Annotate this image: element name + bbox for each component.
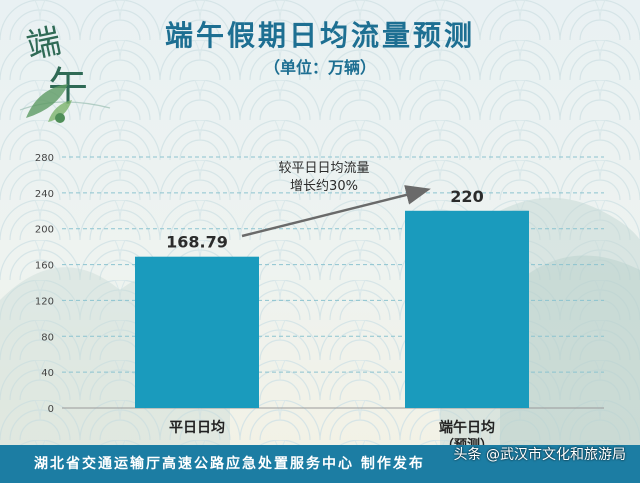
footer-bar: 湖北省交通运输厅高速公路应急处置服务中心 制作发布 头条 @武汉市文化和旅游局 (0, 445, 640, 483)
category-label: 平日日均 (169, 419, 225, 436)
annotation-line-2: 增长约30% (290, 179, 358, 194)
page-subtitle: （单位：万辆） (263, 58, 376, 77)
y-tick-label: 0 (48, 404, 54, 415)
bar-2 (405, 210, 529, 408)
y-tick-label: 240 (35, 189, 54, 200)
y-tick-label: 40 (41, 368, 54, 379)
annotation-line-1: 较平日日均流量 (278, 161, 369, 176)
y-tick-label: 160 (35, 261, 54, 272)
source-watermark: 头条 @武汉市文化和旅游局 (453, 447, 626, 463)
page-title: 端午假期日均流量预测 (164, 19, 475, 52)
bar-value-label: 168.79 (166, 233, 228, 252)
bar-1 (135, 256, 259, 408)
bar-value-label: 220 (450, 187, 483, 206)
footer-org-text: 湖北省交通运输厅高速公路应急处置服务中心 制作发布 (34, 456, 425, 472)
growth-arrow (241, 185, 431, 238)
y-tick-label: 280 (35, 153, 54, 164)
y-axis: 0 40 80 120 160 200 240 280 (35, 153, 54, 415)
zongzi-leaf-icon (26, 84, 72, 123)
category-label: 端午日均 (439, 419, 495, 436)
growth-annotation: 较平日日均流量 增长约30% (241, 161, 431, 238)
y-tick-label: 120 (35, 296, 54, 307)
y-tick-label: 80 (41, 332, 54, 343)
y-tick-label: 200 (35, 225, 54, 236)
